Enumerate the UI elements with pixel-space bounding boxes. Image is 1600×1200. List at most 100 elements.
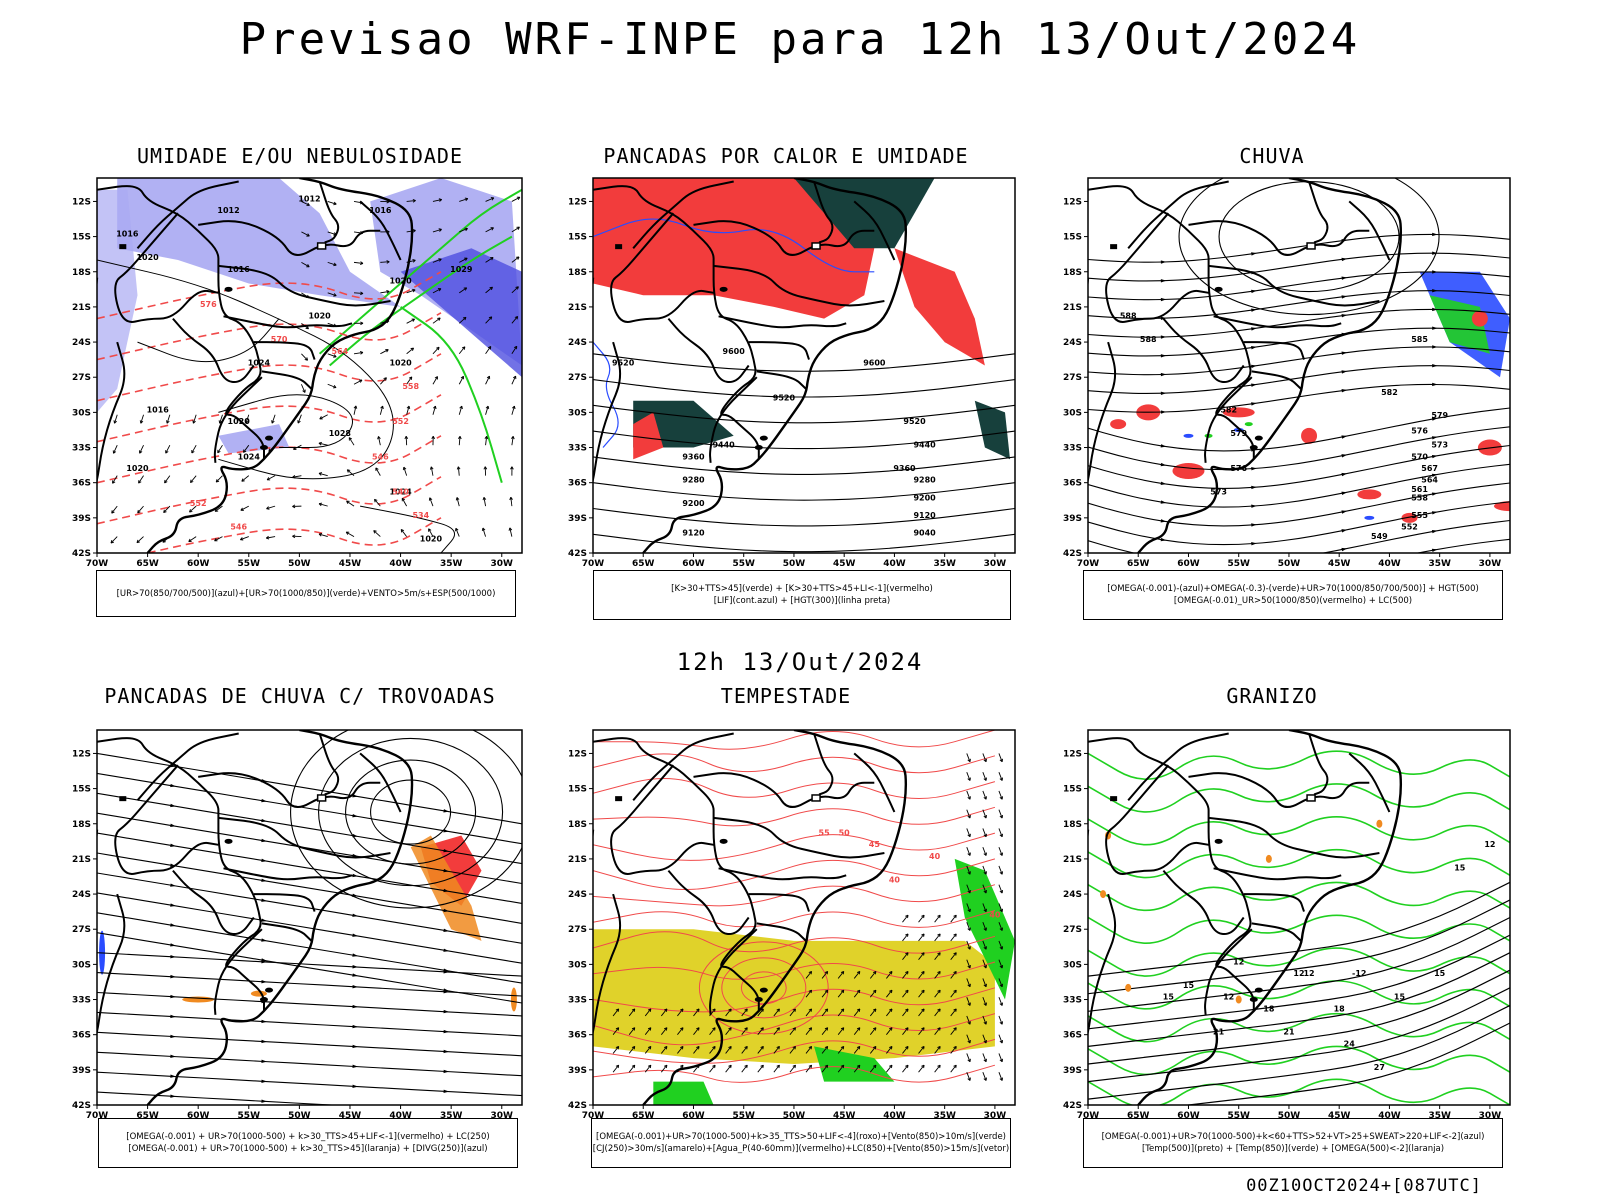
wind-vector bbox=[886, 1008, 893, 1017]
wind-vector-head bbox=[840, 989, 845, 994]
federal-district bbox=[316, 794, 327, 802]
contour-label: 9440 bbox=[712, 441, 735, 450]
lon-label: 40W bbox=[1378, 1111, 1401, 1121]
wind-vector bbox=[902, 1064, 909, 1073]
wind-vector-head bbox=[712, 1027, 716, 1031]
political-border bbox=[713, 816, 885, 859]
streamline-arrow bbox=[261, 818, 267, 823]
wind-vector bbox=[741, 1064, 748, 1073]
political-border bbox=[1308, 181, 1329, 244]
panel-chuva: CHUVA bbox=[1022, 144, 1522, 644]
wind-vector bbox=[380, 291, 390, 294]
wind-vector-head bbox=[516, 226, 520, 230]
wind-vector-head bbox=[999, 852, 1004, 856]
wind-vector-head bbox=[353, 405, 358, 409]
temp850-contour bbox=[1088, 914, 1510, 944]
political-border bbox=[1204, 928, 1253, 1015]
lon-label: 70W bbox=[86, 559, 109, 569]
wind-vector-head bbox=[515, 286, 519, 290]
lon-label: 60W bbox=[682, 559, 705, 569]
wind-vector bbox=[966, 940, 971, 950]
wind-vector-head bbox=[921, 970, 925, 975]
wind-vector-head bbox=[663, 1027, 668, 1031]
legend-line: [LIF](cont.azul) + [HGT(300)](linha pret… bbox=[713, 596, 891, 606]
lagoon bbox=[754, 445, 763, 451]
wind-vector-head bbox=[983, 983, 987, 988]
wind-vector bbox=[353, 261, 364, 264]
wind-vector bbox=[318, 472, 328, 477]
wind-vector-head bbox=[464, 197, 469, 202]
streamline-arrow bbox=[1432, 251, 1438, 255]
streamline bbox=[97, 1091, 341, 1105]
omega-orange bbox=[1100, 890, 1107, 899]
panel-granizo: GRANIZO bbox=[1022, 684, 1522, 1184]
streamline-arrow bbox=[352, 813, 358, 818]
political-border bbox=[610, 212, 714, 323]
political-border bbox=[318, 733, 340, 796]
wind-vector bbox=[966, 753, 971, 762]
humidity-contour-green bbox=[318, 188, 522, 355]
wind-vector-head bbox=[512, 375, 517, 380]
map-layers: 40 40 45 50 55 40 bbox=[593, 730, 1015, 1105]
contour-label: 1012 bbox=[217, 206, 239, 215]
wind-vector bbox=[485, 257, 494, 263]
wind-vector bbox=[902, 952, 909, 960]
lon-label: 55W bbox=[732, 559, 755, 569]
streamline-arrow bbox=[261, 918, 267, 922]
wind-vector-head bbox=[840, 970, 845, 975]
wind-vector bbox=[805, 1046, 812, 1054]
wind-green bbox=[814, 1046, 895, 1082]
wind-vector bbox=[215, 475, 223, 483]
streamline-arrow bbox=[261, 1099, 267, 1103]
wind-vector bbox=[327, 383, 337, 389]
wind-vector-head bbox=[824, 1045, 829, 1050]
wind-vector bbox=[902, 989, 909, 998]
wind-vector-head bbox=[345, 531, 350, 535]
lagoon bbox=[719, 286, 728, 292]
wind-vector bbox=[918, 1064, 925, 1073]
wind-vector bbox=[243, 444, 250, 453]
wind-vector bbox=[789, 1064, 796, 1073]
streamline-arrow bbox=[443, 928, 450, 932]
wind-vector-head bbox=[983, 852, 987, 856]
contour-label: 1020 bbox=[389, 359, 412, 368]
lon-label: 65W bbox=[136, 559, 159, 569]
wind-vector-head bbox=[792, 1008, 796, 1012]
wind-vector bbox=[459, 228, 468, 233]
map-frame bbox=[592, 729, 1016, 1106]
wind-vector bbox=[950, 952, 957, 960]
wind-vector bbox=[757, 1008, 764, 1017]
legend-umidade: [UR>70(850/700/500)](azul)+[UR>70(1000/8… bbox=[96, 570, 516, 617]
contour-label: 546 bbox=[372, 452, 389, 461]
lat-label: 15S bbox=[1063, 785, 1082, 795]
contour-label: 549 bbox=[1371, 532, 1388, 541]
wind-vector bbox=[612, 1046, 620, 1054]
lat-label: 42S bbox=[1063, 549, 1082, 559]
wind-vector-head bbox=[967, 833, 971, 838]
contour-label: 9280 bbox=[682, 476, 705, 485]
wind-vector bbox=[511, 316, 519, 324]
lon-label: 65W bbox=[136, 1111, 159, 1121]
wind-vector-head bbox=[983, 758, 987, 763]
wind-vector bbox=[950, 1027, 957, 1035]
wind-vector-head bbox=[377, 436, 381, 440]
wind-vector-head bbox=[375, 467, 379, 471]
streamline-arrow bbox=[170, 903, 176, 907]
wind-vector bbox=[660, 1064, 668, 1073]
wind-vector bbox=[741, 1046, 748, 1054]
coastline bbox=[642, 178, 908, 553]
wind-vector bbox=[628, 1064, 636, 1073]
wind-vector bbox=[821, 1008, 829, 1017]
streamline-arrow bbox=[352, 1044, 359, 1049]
political-border bbox=[114, 212, 219, 323]
political-border bbox=[1188, 220, 1370, 256]
wind-vector-head bbox=[872, 1064, 877, 1069]
streamline bbox=[97, 852, 522, 924]
wind-vector-head bbox=[464, 227, 468, 232]
political-border bbox=[198, 772, 381, 808]
wind-vector-head bbox=[856, 1045, 861, 1050]
contour-label: 558 bbox=[402, 382, 419, 391]
contour-label: 55 bbox=[819, 828, 831, 837]
precip-water-contour bbox=[721, 957, 807, 1019]
political-border bbox=[1162, 869, 1245, 936]
